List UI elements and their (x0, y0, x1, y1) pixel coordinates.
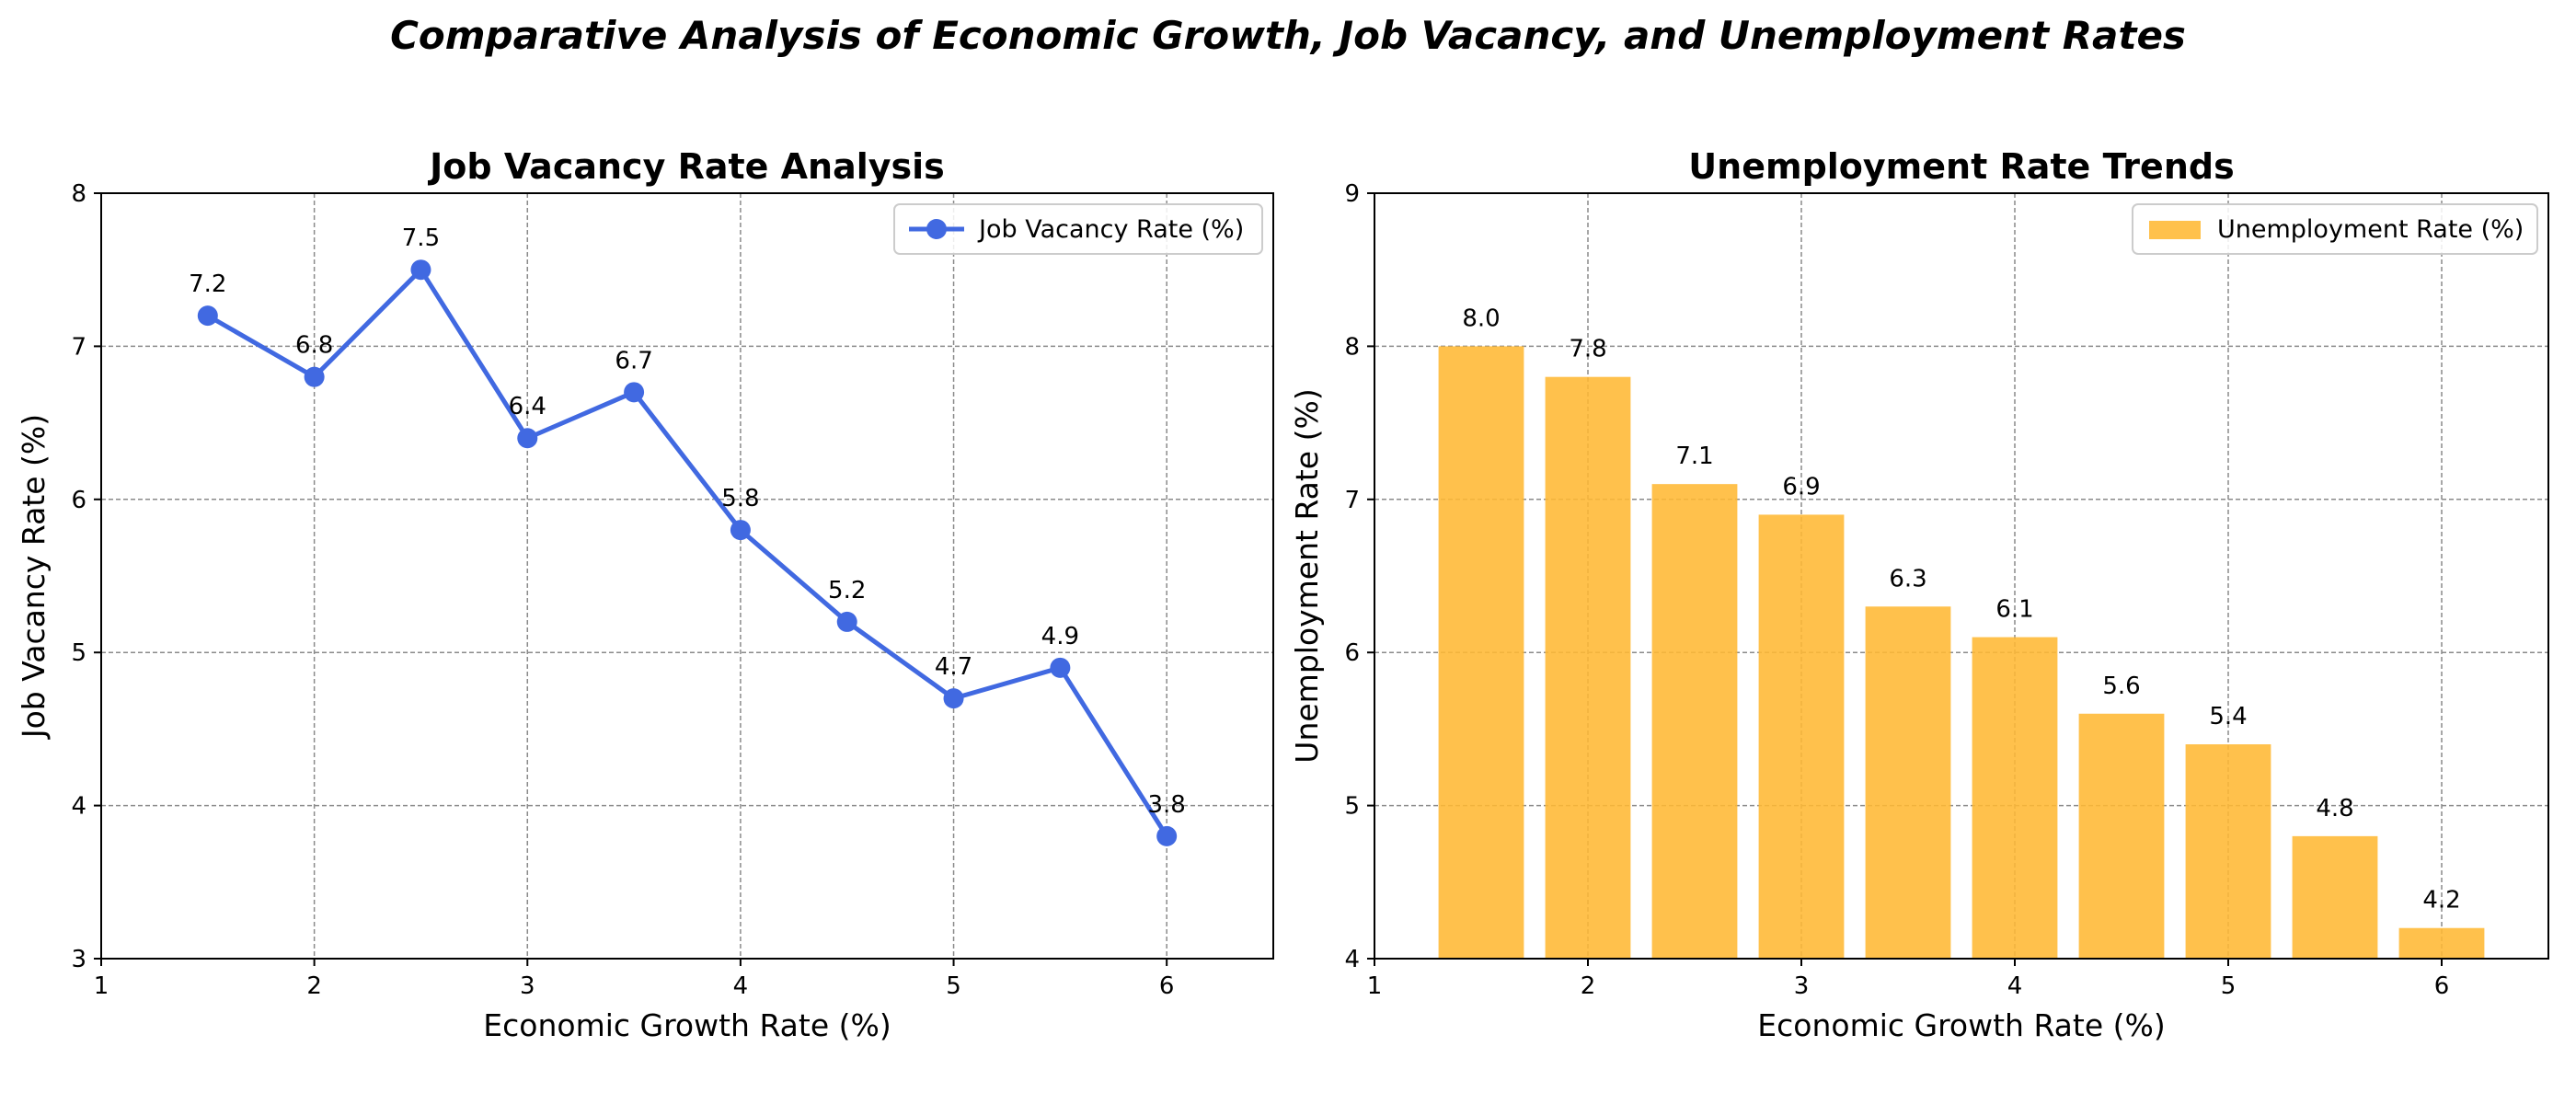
data-point (836, 611, 857, 632)
legend-box (893, 203, 1263, 255)
bar (1438, 346, 1524, 959)
legend-box (2132, 203, 2538, 255)
data-label: 5.4 (2209, 703, 2247, 730)
data-label: 7.2 (189, 270, 226, 298)
data-point (410, 259, 431, 281)
y-axis-label: Job Vacancy Rate (%) (16, 414, 52, 740)
bar (1865, 606, 1951, 959)
data-point (624, 382, 645, 403)
y-tick-label: 7 (71, 333, 86, 361)
bar (1651, 484, 1738, 959)
x-tick-label: 6 (1159, 972, 1175, 1000)
bar (1758, 514, 1845, 959)
legend-label: Unemployment Rate (%) (2217, 215, 2524, 244)
x-axis-label: Economic Growth Rate (%) (1757, 1007, 2165, 1043)
x-tick-label: 2 (1581, 972, 1596, 1000)
data-label: 6.4 (509, 393, 546, 420)
x-tick-label: 6 (2434, 972, 2450, 1000)
data-label: 8.0 (1462, 305, 1500, 332)
x-tick-label: 5 (2221, 972, 2237, 1000)
data-point (197, 305, 218, 327)
x-tick-label: 3 (1794, 972, 1810, 1000)
y-axis-label: Unemployment Rate (%) (1289, 388, 1325, 763)
y-tick-label: 9 (1344, 180, 1360, 208)
data-label: 6.3 (1889, 565, 1926, 592)
y-tick-label: 3 (71, 946, 86, 973)
x-axis-label: Economic Growth Rate (%) (483, 1007, 891, 1043)
chart-title: Unemployment Rate Trends (1688, 146, 2234, 187)
x-tick-label: 4 (733, 972, 749, 1000)
data-label: 6.8 (295, 332, 333, 360)
legend: Unemployment Rate (%) (2132, 203, 2538, 255)
data-label: 5.6 (2102, 673, 2140, 700)
x-tick-label: 2 (306, 972, 322, 1000)
bar (2185, 744, 2271, 959)
x-tick-label: 5 (946, 972, 961, 1000)
series-line (206, 267, 1169, 838)
y-tick-label: 6 (71, 487, 86, 514)
data-label: 5.8 (721, 485, 759, 512)
data-point (730, 520, 751, 541)
data-label: 3.8 (1148, 791, 1186, 819)
data-label: 4.2 (2422, 887, 2460, 914)
axes-frame (100, 192, 1274, 960)
y-tick-label: 5 (1344, 793, 1360, 821)
data-point (1156, 825, 1178, 846)
data-label: 4.7 (935, 653, 972, 681)
data-label: 7.5 (402, 224, 440, 252)
job-vacancy-chart: Job Vacancy Rate Analysis 7.2 6.8 7.5 6.4 6.7… (16, 146, 1274, 1043)
legend-label: Job Vacancy Rate (%) (977, 215, 1244, 244)
y-tick-label: 6 (1344, 639, 1360, 667)
data-label: 5.2 (828, 577, 866, 604)
y-tick-label: 4 (71, 793, 86, 821)
figure-title: Comparative Analysis of Economic Growth,… (390, 13, 2186, 58)
y-tick-label: 8 (1344, 333, 1360, 361)
bar (1972, 637, 2058, 959)
y-tick-label: 8 (71, 180, 86, 208)
x-tick-label: 1 (94, 972, 109, 1000)
y-tick-label: 4 (1344, 946, 1360, 973)
data-point (943, 688, 964, 709)
data-point (304, 366, 325, 387)
data-label: 6.1 (1995, 596, 2033, 624)
legend-swatch-marker (926, 219, 947, 239)
x-tick-label: 3 (520, 972, 535, 1000)
data-label: 7.8 (1569, 336, 1606, 363)
axes-frame (1374, 192, 2549, 960)
data-label: 6.9 (1782, 473, 1820, 500)
data-label: 6.7 (615, 347, 652, 374)
data-point (517, 428, 538, 449)
x-tick-label: 1 (1367, 972, 1383, 1000)
data-label: 4.9 (1041, 623, 1079, 650)
legend-swatch (2149, 221, 2201, 239)
bar (1545, 376, 1631, 959)
bar (2078, 713, 2165, 959)
y-tick-label: 7 (1344, 487, 1360, 514)
data-label: 4.8 (2316, 795, 2353, 822)
y-tick-label: 5 (71, 639, 86, 667)
bar (2292, 835, 2378, 959)
bar (2398, 927, 2485, 959)
chart-title: Job Vacancy Rate Analysis (427, 146, 945, 187)
legend: Job Vacancy Rate (%) (893, 203, 1263, 255)
data-point (1050, 657, 1071, 678)
data-label: 7.1 (1675, 443, 1713, 470)
x-tick-label: 4 (2007, 972, 2023, 1000)
unemployment-chart: Unemployment Rate Trends 8.0 7.8 7.1 6.9 6.3 6… (1289, 146, 2549, 1043)
